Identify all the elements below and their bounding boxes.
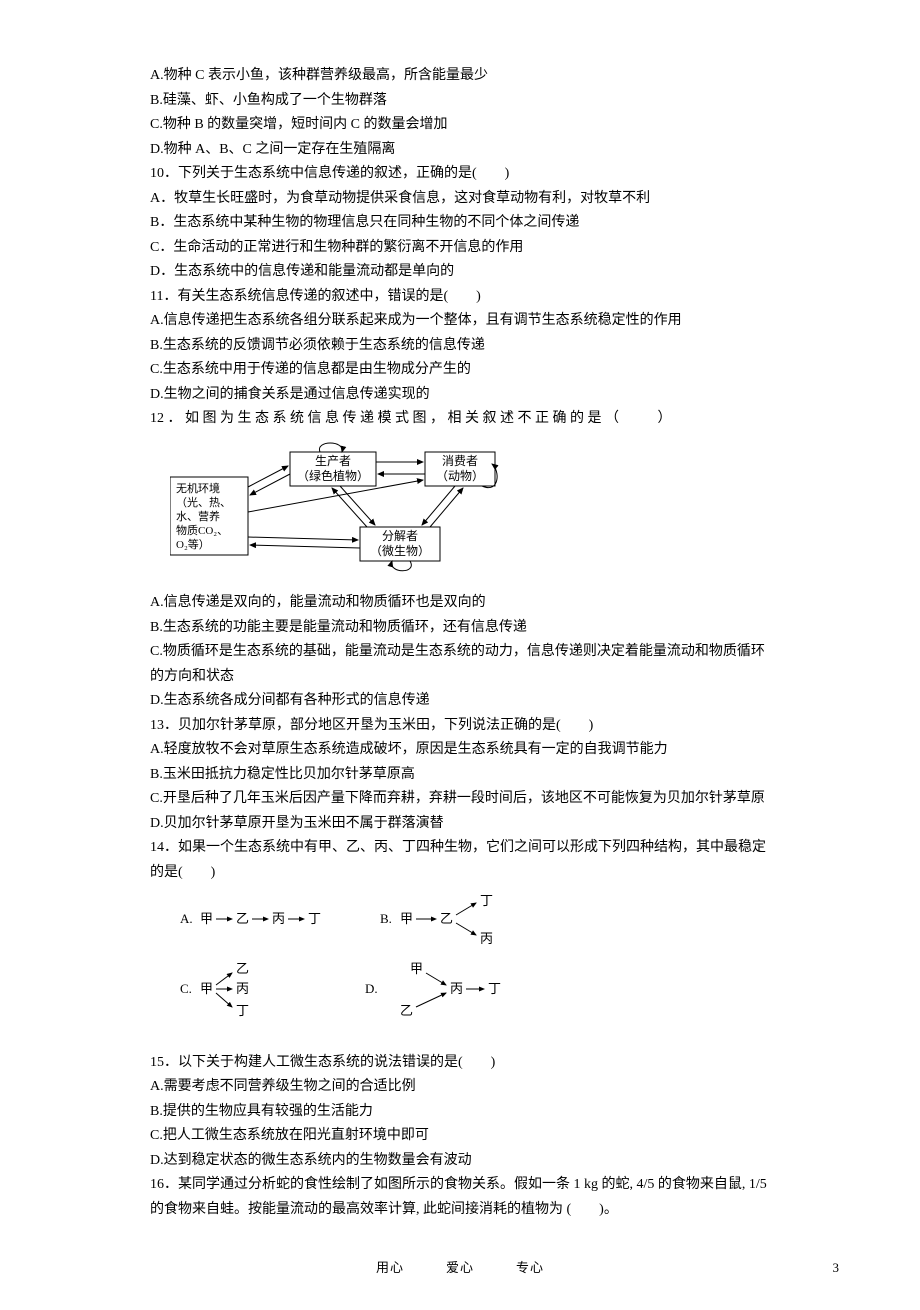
decomposer-l1: 分解者 bbox=[382, 529, 418, 543]
q10-option-b: B．生态系统中某种生物的物理信息只在同种生物的不同个体之间传递 bbox=[150, 211, 770, 236]
env-l4: 物质CO₂、 bbox=[176, 523, 228, 537]
page-footer: 用心 爱心 专心 3 bbox=[150, 1257, 770, 1280]
q14-d-bing: 丙 bbox=[450, 981, 463, 996]
q14-c-jia: 甲 bbox=[200, 981, 213, 996]
q14-b-yi: 乙 bbox=[440, 911, 453, 926]
q15-stem: 15．以下关于构建人工微生态系统的说法错误的是( ) bbox=[150, 1051, 770, 1076]
q13-option-a: A.轻度放牧不会对草原生态系统造成破坏，原因是生态系统具有一定的自我调节能力 bbox=[150, 738, 770, 763]
q14-c-ding: 丁 bbox=[236, 1003, 249, 1018]
page-number: 3 bbox=[833, 1257, 841, 1280]
q9-option-d: D.物种 A、B、C 之间一定存在生殖隔离 bbox=[150, 138, 770, 163]
q14-a-bing: 丙 bbox=[272, 911, 285, 926]
env-l3: 水、营养 bbox=[176, 509, 220, 523]
q9-option-b: B.硅藻、虾、小鱼构成了一个生物群落 bbox=[150, 89, 770, 114]
q12-option-c: C.物质循环是生态系统的基础，能量流动是生态系统的动力，信息传递则决定着能量流动… bbox=[150, 640, 770, 689]
q15-option-c: C.把人工微生态系统放在阳光直射环境中即可 bbox=[150, 1124, 770, 1149]
q14-d-ding: 丁 bbox=[488, 981, 501, 996]
consumer-l2: （动物） bbox=[436, 469, 484, 483]
q11-option-d: D.生物之间的捕食关系是通过信息传递实现的 bbox=[150, 383, 770, 408]
q13-option-b: B.玉米田抵抗力稳定性比贝加尔针茅草原高 bbox=[150, 763, 770, 788]
q14-b-label: B. bbox=[380, 911, 392, 926]
q14-c-yi: 乙 bbox=[236, 961, 249, 976]
producer-l2: （绿色植物） bbox=[297, 468, 369, 483]
q9-option-a: A.物种 C 表示小鱼，该种群营养级最高，所含能量最少 bbox=[150, 64, 770, 89]
q11-option-b: B.生态系统的反馈调节必须依赖于生态系统的信息传递 bbox=[150, 334, 770, 359]
producer-l1: 生产者 bbox=[315, 454, 351, 468]
consumer-l1: 消费者 bbox=[442, 454, 478, 468]
q12-option-d: D.生态系统各成分间都有各种形式的信息传递 bbox=[150, 689, 770, 714]
q13-option-c: C.开垦后种了几年玉米后因产量下降而弃耕，弃耕一段时间后，该地区不可能恢复为贝加… bbox=[150, 787, 770, 812]
q12-stem: 12 ． 如 图 为 生 态 系 统 信 息 传 递 模 式 图 ， 相 关 叙… bbox=[150, 407, 770, 432]
q12-diagram: 无机环境 （光、热、 水、营养 物质CO₂、 O₂等） 生产者 （绿色植物） 消… bbox=[170, 442, 770, 582]
env-l5: O₂等） bbox=[176, 537, 210, 551]
q14-c-bing: 丙 bbox=[236, 981, 249, 996]
q9-option-c: C.物种 B 的数量突增，短时间内 C 的数量会增加 bbox=[150, 113, 770, 138]
decomposer-l2: （微生物） bbox=[370, 544, 430, 558]
q10-option-c: C．生命活动的正常进行和生物种群的繁衍离不开信息的作用 bbox=[150, 236, 770, 261]
q12-option-b: B.生态系统的功能主要是能量流动和物质循环，还有信息传递 bbox=[150, 616, 770, 641]
q14-a-yi: 乙 bbox=[236, 911, 249, 926]
q14-a-label: A. bbox=[180, 911, 193, 926]
page-content: A.物种 C 表示小鱼，该种群营养级最高，所含能量最少 B.硅藻、虾、小鱼构成了… bbox=[0, 0, 920, 1310]
q10-option-d: D．生态系统中的信息传递和能量流动都是单向的 bbox=[150, 260, 770, 285]
q14-a-ding: 丁 bbox=[308, 911, 321, 926]
q10-option-a: A．牧草生长旺盛时，为食草动物提供采食信息，这对食草动物有利，对牧草不利 bbox=[150, 187, 770, 212]
q11-option-c: C.生态系统中用于传递的信息都是由生物成分产生的 bbox=[150, 358, 770, 383]
env-l2: （光、热、 bbox=[176, 495, 231, 509]
q14-stem: 14．如果一个生态系统中有甲、乙、丙、丁四种生物，它们之间可以形成下列四种结构，… bbox=[150, 836, 770, 885]
q14-b-bing: 丙 bbox=[480, 931, 493, 946]
q13-stem: 13．贝加尔针茅草原，部分地区开垦为玉米田，下列说法正确的是( ) bbox=[150, 714, 770, 739]
q13-option-d: D.贝加尔针茅草原开垦为玉米田不属于群落演替 bbox=[150, 812, 770, 837]
q14-options-diagram: A. 甲 乙 丙 丁 B. 甲 乙 丁 丙 C. 甲 乙 丙 丁 bbox=[170, 893, 770, 1043]
q14-b-jia: 甲 bbox=[400, 911, 413, 926]
q11-option-a: A.信息传递把生态系统各组分联系起来成为一个整体，且有调节生态系统稳定性的作用 bbox=[150, 309, 770, 334]
q11-stem: 11．有关生态系统信息传递的叙述中，错误的是( ) bbox=[150, 285, 770, 310]
q15-option-b: B.提供的生物应具有较强的生活能力 bbox=[150, 1100, 770, 1125]
q14-d-yi: 乙 bbox=[400, 1003, 413, 1018]
q14-d-label: D. bbox=[365, 981, 378, 996]
q14-b-ding: 丁 bbox=[480, 893, 493, 908]
q16-stem: 16．某同学通过分析蛇的食性绘制了如图所示的食物关系。假如一条 1 kg 的蛇,… bbox=[150, 1173, 770, 1222]
q10-stem: 10．下列关于生态系统中信息传递的叙述，正确的是( ) bbox=[150, 162, 770, 187]
q15-option-d: D.达到稳定状态的微生态系统内的生物数量会有波动 bbox=[150, 1149, 770, 1174]
q12-option-a: A.信息传递是双向的，能量流动和物质循环也是双向的 bbox=[150, 591, 770, 616]
env-l1: 无机环境 bbox=[176, 481, 220, 495]
q14-c-label: C. bbox=[180, 981, 192, 996]
q14-a-jia: 甲 bbox=[200, 911, 213, 926]
q15-option-a: A.需要考虑不同营养级生物之间的合适比例 bbox=[150, 1075, 770, 1100]
footer-text: 用心 爱心 专心 bbox=[376, 1260, 544, 1275]
q14-d-jia: 甲 bbox=[410, 961, 423, 976]
